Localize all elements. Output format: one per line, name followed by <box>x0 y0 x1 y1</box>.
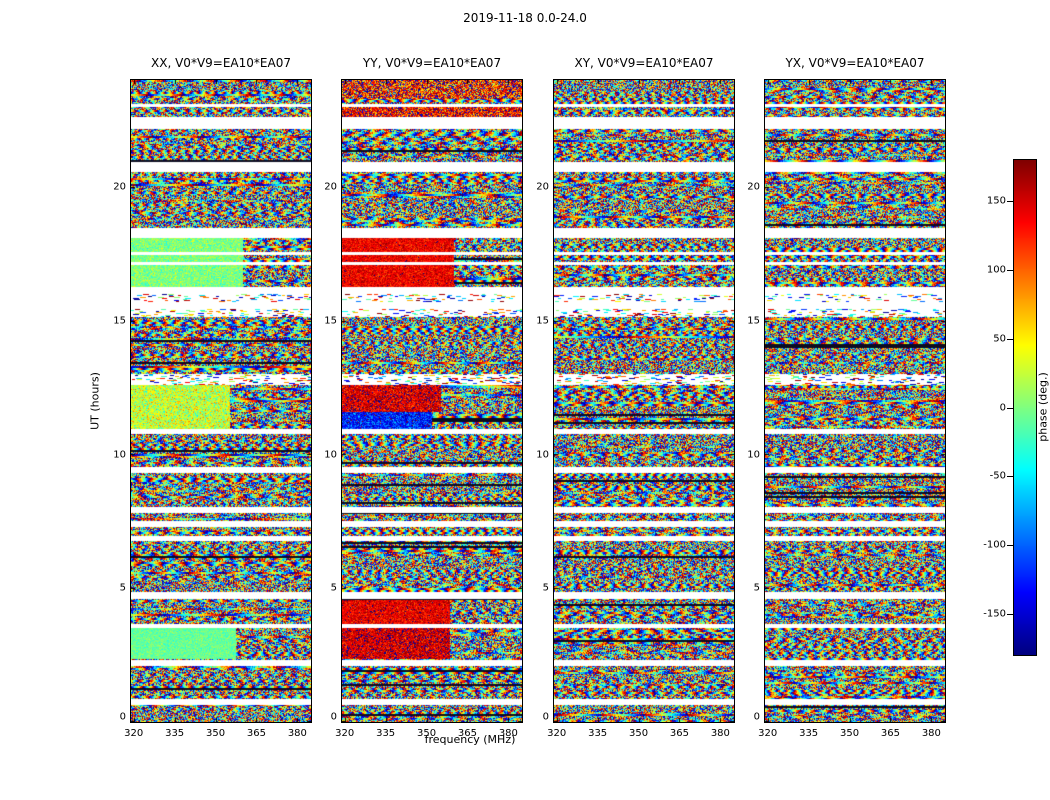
x-tick-label: 365 <box>669 728 689 739</box>
colorbar-tick-label: 0 <box>999 402 1006 413</box>
y-tick-label: 15 <box>747 315 760 327</box>
panel-title-yx: YX, V0*V9=EA10*EA07 <box>785 56 925 70</box>
x-tick-label: 335 <box>376 728 396 739</box>
y-tick-label: 10 <box>536 449 549 460</box>
x-tick-label: 350 <box>628 728 649 739</box>
colorbar-gradient-canvas <box>1013 159 1037 656</box>
colorbar-tick-label: -100 <box>983 539 1006 551</box>
colorbar-tick-mark <box>1007 201 1013 203</box>
x-tick-label: 380 <box>710 728 730 739</box>
x-tick-label: 320 <box>547 728 567 739</box>
y-tick-label: 20 <box>324 181 337 193</box>
panel-title-yy: YY, V0*V9=EA10*EA07 <box>362 56 502 70</box>
x-tick-label: 380 <box>287 728 307 739</box>
colorbar-tick-label: -150 <box>983 608 1006 620</box>
y-tick-label: 5 <box>330 582 337 594</box>
y-tick-label: 15 <box>113 315 126 327</box>
phase-waterfall-canvas-yx <box>764 79 946 723</box>
x-axis-label: frequency (MHz) <box>424 733 516 746</box>
panel-xx: XX, V0*V9=EA10*EA07 320 335 350 365 380 0 5 10 1… <box>113 56 312 739</box>
y-axis-label: UT (hours) <box>88 372 102 430</box>
x-tick-label: 365 <box>880 728 900 739</box>
y-tick-label: 0 <box>542 711 549 723</box>
phase-waterfall-canvas-xy <box>553 79 735 723</box>
phase-waterfall-canvas-xx <box>130 79 312 723</box>
x-tick-label: 380 <box>921 728 941 739</box>
x-tick-label: 335 <box>799 728 819 739</box>
x-tick-label: 365 <box>457 728 477 739</box>
phase-waterfall-canvas-yy <box>341 79 523 723</box>
y-tick-label: 10 <box>113 449 126 460</box>
colorbar-tick-label: 150 <box>986 195 1006 207</box>
y-tick-label: 5 <box>753 582 760 594</box>
colorbar-tick-mark <box>1007 613 1013 615</box>
colorbar-tick-mark <box>1007 476 1013 478</box>
y-tick-label: 0 <box>119 711 126 723</box>
colorbar-tick-mark <box>1007 338 1013 340</box>
panel-xy: XY, V0*V9=EA10*EA07 320 335 350 365 380 0 5 10 1… <box>536 56 735 739</box>
y-tick-label: 15 <box>324 315 337 327</box>
y-tick-label: 10 <box>324 449 337 460</box>
x-tick-label: 320 <box>758 728 778 739</box>
x-tick-label: 380 <box>498 728 518 739</box>
y-tick-label: 5 <box>542 582 549 594</box>
panel-title-xx: XX, V0*V9=EA10*EA07 <box>151 56 291 70</box>
y-tick-label: 5 <box>119 582 126 594</box>
y-tick-label: 10 <box>747 449 760 460</box>
colorbar-tick-mark <box>1007 545 1013 546</box>
colorbar-tick-label: 100 <box>986 264 1006 276</box>
y-tick-label: 15 <box>536 315 549 327</box>
colorbar-tick-mark <box>1007 270 1013 271</box>
x-tick-label: 335 <box>588 728 608 739</box>
x-tick-label: 320 <box>124 728 144 739</box>
figure-title: 2019-11-18 0.0-24.0 <box>463 11 587 25</box>
y-tick-label: 20 <box>747 181 760 193</box>
x-tick-label: 335 <box>165 728 185 739</box>
x-tick-label: 350 <box>205 728 226 739</box>
panel-yx: YX, V0*V9=EA10*EA07 320 335 350 365 380 0 5 10 1… <box>747 56 946 739</box>
colorbar-tick-mark <box>1007 407 1013 409</box>
y-tick-label: 0 <box>330 711 337 723</box>
colorbar-tick-label: -50 <box>989 470 1006 482</box>
y-tick-label: 20 <box>113 181 126 193</box>
colorbar-tick-label: 50 <box>993 333 1006 345</box>
panel-title-xy: XY, V0*V9=EA10*EA07 <box>574 56 714 70</box>
y-tick-label: 0 <box>753 711 760 723</box>
x-tick-label: 350 <box>839 728 860 739</box>
colorbar: 150 100 50 0 -50 -100 -150 <box>983 159 1037 656</box>
panel-yy: YY, V0*V9=EA10*EA07 320 335 350 365 380 0 5 10 1… <box>324 56 523 739</box>
x-tick-label: 365 <box>246 728 266 739</box>
x-tick-label: 350 <box>416 728 437 739</box>
y-tick-label: 20 <box>536 181 549 193</box>
colorbar-label: phase (deg.) <box>1036 372 1050 442</box>
x-tick-label: 320 <box>335 728 355 739</box>
